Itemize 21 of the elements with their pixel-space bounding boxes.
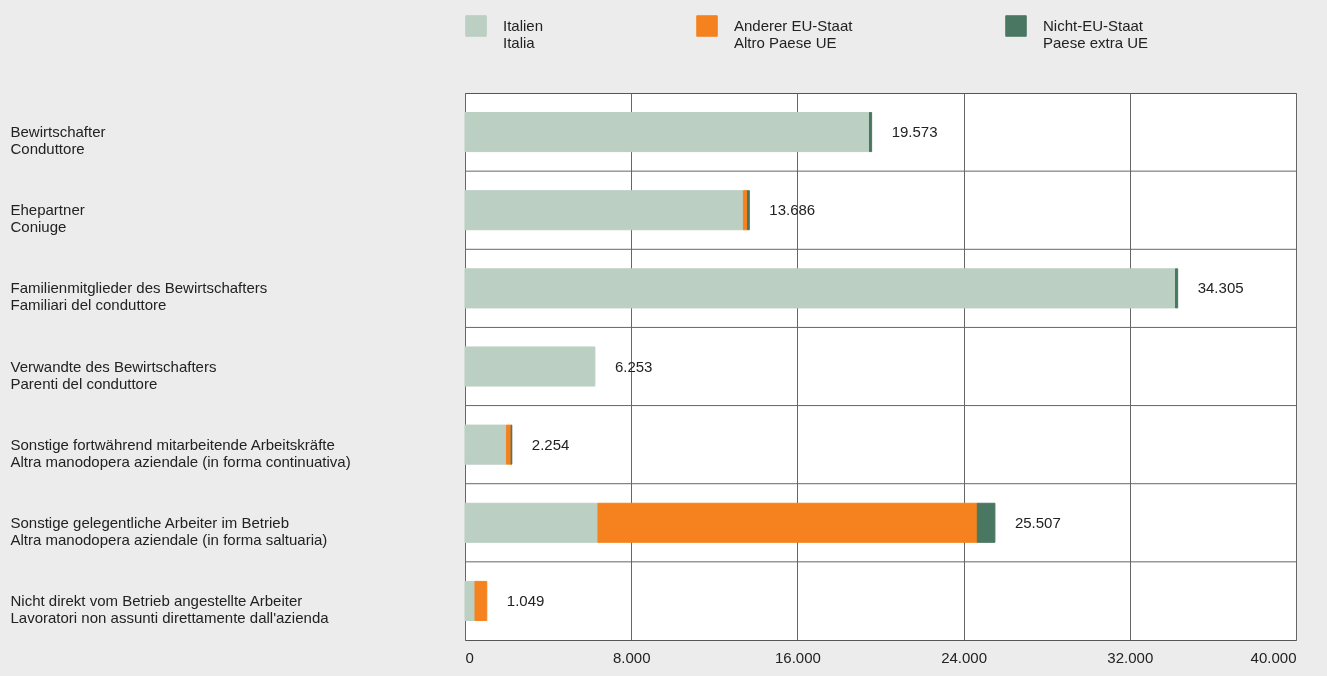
legend-label: Italien Italia: [503, 17, 544, 51]
y-tick-label: Ehepartner Coniuge: [10, 201, 85, 236]
legend-label: Nicht-EU-Staat Paese extra UE: [1043, 17, 1149, 51]
x-tick-label: 40.000: [1250, 648, 1297, 666]
y-tick-label: Nicht direkt vom Betrieb angestellte Arbeiter Lavoratori non assunti direttamente dall'azienda: [10, 591, 330, 626]
y-tick-label: Bewirtschafter Conduttore: [10, 123, 106, 158]
total-label: 1.049: [506, 591, 545, 609]
y-tick-label: Sonstige gelegentliche Arbeiter im Betrieb Altra manodopera aziendale (in forma saltuaria): [10, 513, 328, 548]
total-label: 19.573: [891, 123, 938, 141]
x-tick-label: 24.000: [941, 648, 988, 666]
y-tick-label: Verwandte des Bewirtschafters Parenti del conduttore: [10, 357, 217, 392]
x-tick-label: 0: [465, 648, 474, 666]
x-tick-label: 8.000: [612, 648, 651, 666]
total-label: 34.305: [1197, 279, 1244, 297]
x-tick-label: 16.000: [774, 648, 821, 666]
total-label: 2.254: [531, 435, 570, 453]
y-tick-label: Sonstige fortwährend mitarbeitende Arbeitskräfte Altra manodopera aziendale (in forma continuativa): [10, 435, 351, 470]
y-tick-label: Familienmitglieder des Bewirtschafters Familiari del conduttore: [10, 279, 268, 314]
x-tick-label: 32.000: [1107, 648, 1154, 666]
total-label: 25.507: [1014, 513, 1061, 531]
legend-label: Anderer EU-Staat Altro Paese UE: [734, 17, 854, 51]
